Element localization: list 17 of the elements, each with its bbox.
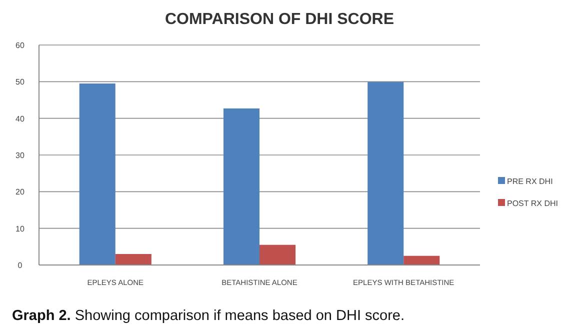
y-tick-label: 0 (18, 261, 23, 270)
caption: Graph 2. Showing comparison if means based on DHI score. (12, 308, 404, 324)
y-tick-label: 20 (16, 188, 25, 197)
y-tick-label: 30 (16, 151, 25, 160)
bar (223, 108, 260, 265)
bar (260, 244, 296, 265)
legend-label: PRE RX DHI (507, 177, 553, 186)
bar (79, 84, 116, 265)
bar (368, 82, 404, 265)
y-tick-label: 10 (16, 224, 25, 234)
legend-label: POST RX DHI (507, 199, 558, 208)
y-tick-label: 50 (16, 78, 25, 87)
bar (404, 256, 440, 265)
y-tick-label: 60 (16, 41, 25, 50)
chart-title: COMPARISON OF DHI SCORE (164, 11, 394, 28)
y-tick-label: 40 (16, 114, 25, 124)
bar (115, 254, 152, 265)
